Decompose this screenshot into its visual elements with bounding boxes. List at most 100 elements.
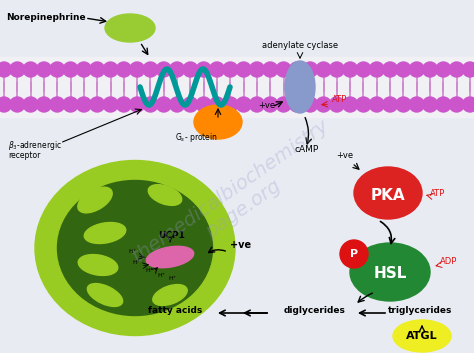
Text: ATP: ATP: [430, 189, 445, 198]
Circle shape: [340, 240, 368, 268]
Ellipse shape: [148, 185, 182, 205]
Circle shape: [116, 62, 131, 77]
Text: H⁺: H⁺: [157, 273, 165, 278]
Text: P: P: [350, 249, 358, 259]
Ellipse shape: [153, 285, 187, 305]
Text: triglycerides: triglycerides: [388, 306, 452, 315]
Circle shape: [130, 62, 145, 77]
Circle shape: [196, 62, 211, 77]
Circle shape: [23, 62, 38, 77]
Ellipse shape: [105, 14, 155, 42]
Circle shape: [0, 62, 11, 77]
Circle shape: [249, 97, 264, 112]
Circle shape: [409, 62, 424, 77]
Ellipse shape: [84, 222, 126, 244]
Ellipse shape: [194, 105, 242, 139]
Circle shape: [236, 97, 251, 112]
Circle shape: [63, 62, 78, 77]
Circle shape: [396, 97, 411, 112]
Circle shape: [23, 97, 38, 112]
Circle shape: [10, 62, 25, 77]
Text: HSL: HSL: [374, 267, 407, 281]
Text: receptor: receptor: [8, 151, 40, 160]
Ellipse shape: [393, 320, 451, 352]
Text: G$_s$- protein: G$_s$- protein: [174, 131, 218, 144]
Text: H⁺: H⁺: [132, 260, 140, 265]
Text: PKA: PKA: [371, 187, 405, 203]
Text: +ve: +ve: [258, 101, 275, 110]
Text: themedicalbiochemistry
page.org: themedicalbiochemistry page.org: [129, 116, 345, 284]
Circle shape: [130, 97, 145, 112]
Circle shape: [383, 97, 398, 112]
Text: H⁺: H⁺: [145, 268, 153, 273]
Text: Norepinephrine: Norepinephrine: [6, 13, 86, 23]
Circle shape: [276, 97, 291, 112]
Circle shape: [223, 97, 238, 112]
Ellipse shape: [350, 243, 430, 301]
Circle shape: [36, 97, 52, 112]
Text: diglycerides: diglycerides: [284, 306, 346, 315]
Circle shape: [50, 97, 65, 112]
Text: UCP1: UCP1: [159, 231, 185, 239]
Ellipse shape: [57, 180, 212, 316]
Text: H⁺: H⁺: [168, 276, 176, 281]
Circle shape: [343, 97, 358, 112]
Circle shape: [183, 62, 198, 77]
Circle shape: [156, 62, 171, 77]
Circle shape: [316, 62, 331, 77]
Circle shape: [316, 97, 331, 112]
Circle shape: [223, 62, 238, 77]
Circle shape: [236, 62, 251, 77]
Text: adenylate cyclase: adenylate cyclase: [262, 42, 338, 50]
Text: cAMP: cAMP: [295, 145, 319, 154]
Circle shape: [463, 97, 474, 112]
Ellipse shape: [87, 283, 123, 306]
Circle shape: [143, 62, 158, 77]
Circle shape: [329, 97, 344, 112]
Circle shape: [409, 97, 424, 112]
Circle shape: [263, 62, 278, 77]
Circle shape: [290, 62, 304, 77]
Circle shape: [50, 62, 65, 77]
Circle shape: [196, 97, 211, 112]
Ellipse shape: [354, 167, 422, 219]
Circle shape: [90, 62, 105, 77]
Circle shape: [156, 97, 171, 112]
Text: fatty acids: fatty acids: [148, 306, 202, 315]
Circle shape: [10, 97, 25, 112]
Circle shape: [449, 62, 464, 77]
Circle shape: [369, 62, 384, 77]
Circle shape: [63, 97, 78, 112]
Circle shape: [343, 62, 358, 77]
Ellipse shape: [35, 161, 235, 335]
Circle shape: [436, 62, 451, 77]
Circle shape: [143, 97, 158, 112]
Circle shape: [76, 97, 91, 112]
Circle shape: [436, 97, 451, 112]
Circle shape: [116, 97, 131, 112]
Ellipse shape: [78, 187, 112, 213]
Circle shape: [463, 62, 474, 77]
Circle shape: [76, 62, 91, 77]
Circle shape: [249, 62, 264, 77]
Circle shape: [170, 62, 184, 77]
Circle shape: [356, 62, 371, 77]
Ellipse shape: [146, 246, 194, 268]
Circle shape: [276, 62, 291, 77]
Circle shape: [383, 62, 398, 77]
Circle shape: [422, 62, 438, 77]
Circle shape: [103, 97, 118, 112]
Circle shape: [422, 97, 438, 112]
Circle shape: [290, 97, 304, 112]
Circle shape: [303, 97, 318, 112]
Circle shape: [103, 62, 118, 77]
Circle shape: [263, 97, 278, 112]
Text: ADP: ADP: [440, 257, 457, 266]
Text: $\beta_3$-adrenergic: $\beta_3$-adrenergic: [8, 139, 62, 152]
Circle shape: [36, 62, 52, 77]
Text: ATP: ATP: [332, 95, 347, 104]
Circle shape: [170, 97, 184, 112]
Circle shape: [396, 62, 411, 77]
Text: ATGL: ATGL: [406, 331, 438, 341]
Circle shape: [210, 62, 225, 77]
